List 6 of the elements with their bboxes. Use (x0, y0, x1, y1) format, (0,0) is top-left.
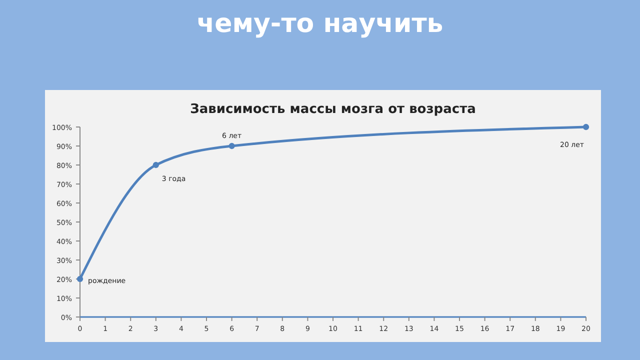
chart-title: Зависимость массы мозга от возраста (190, 102, 476, 117)
text: чему-то научить (196, 9, 444, 39)
point (76, 276, 84, 282)
point (582, 124, 590, 130)
point (228, 142, 235, 150)
point (152, 162, 159, 168)
